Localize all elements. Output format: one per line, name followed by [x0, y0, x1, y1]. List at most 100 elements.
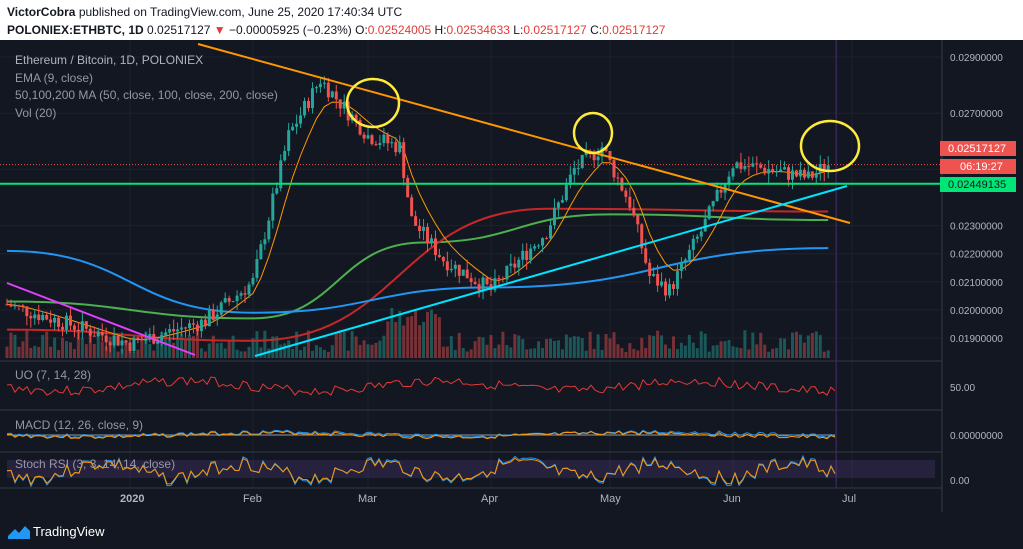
- ma-line-100: [6, 207, 829, 342]
- candle-body: [493, 278, 497, 291]
- candle-body: [342, 101, 346, 109]
- macd-signal-line: [6, 430, 836, 440]
- legend-title[interactable]: Ethereum / Bitcoin, 1D, POLONIEX: [15, 53, 203, 67]
- candle-body: [628, 196, 632, 208]
- volume-bar: [223, 348, 227, 358]
- candle-body: [699, 231, 703, 237]
- candle-body: [489, 284, 493, 291]
- candle-body: [61, 326, 65, 330]
- volume-bar: [53, 337, 57, 358]
- volume-bars: [5, 307, 830, 358]
- legend-vol[interactable]: Vol (20): [15, 106, 56, 120]
- volume-bar: [247, 346, 251, 358]
- legend-ema[interactable]: EMA (9, close): [15, 71, 93, 85]
- volume-bar: [418, 325, 422, 358]
- low-value: 0.02517127: [523, 23, 587, 37]
- volume-bar: [370, 344, 374, 358]
- candle-body: [295, 123, 299, 127]
- candle-body: [465, 269, 469, 279]
- ma-line-50: [6, 213, 829, 320]
- candle-body: [124, 340, 128, 343]
- candle-body: [68, 315, 72, 326]
- volume-bar: [695, 348, 699, 358]
- candle-body: [790, 170, 794, 180]
- volume-bar: [656, 330, 660, 358]
- volume-bar: [307, 330, 311, 358]
- price-tick-label: 0.02100000: [950, 278, 1003, 289]
- candle-body: [517, 259, 521, 268]
- candle-body: [176, 329, 180, 332]
- volume-bar: [180, 333, 184, 358]
- candle-body: [5, 304, 9, 306]
- volume-bar: [37, 346, 41, 358]
- volume-bar: [711, 345, 715, 358]
- price-axis[interactable]: [942, 40, 1023, 512]
- volume-bar: [751, 332, 755, 358]
- stoch-label[interactable]: Stoch RSI (3, 3, 14, 14, close): [15, 457, 175, 471]
- candle-body: [184, 327, 188, 329]
- candle-body: [497, 278, 501, 280]
- candle-body: [612, 160, 616, 178]
- candle-body: [291, 126, 295, 131]
- volume-bar: [648, 335, 652, 358]
- author-name[interactable]: VictorCobra: [7, 5, 76, 19]
- candle-body: [541, 238, 545, 246]
- candle-body: [529, 248, 533, 260]
- candle-body: [775, 171, 779, 173]
- volume-bar: [13, 334, 17, 358]
- legend-ma[interactable]: 50,100,200 MA (50, close, 100, close, 20…: [15, 88, 278, 102]
- candle-body: [112, 335, 116, 346]
- indicator-tick-label: 50.00: [950, 383, 975, 394]
- volume-bar: [227, 340, 231, 358]
- candle-body: [691, 238, 695, 250]
- uo-line: [6, 376, 836, 396]
- time-tick-label: Feb: [243, 493, 262, 505]
- candle-body: [822, 163, 826, 172]
- volume-bar: [152, 350, 156, 358]
- candle-body: [53, 317, 57, 323]
- volume-bar: [76, 330, 80, 358]
- candle-body: [80, 321, 84, 331]
- volume-bar: [783, 338, 787, 358]
- candle-body: [683, 259, 687, 263]
- macd-label[interactable]: MACD (12, 26, close, 9): [15, 418, 143, 432]
- volume-bar: [636, 350, 640, 358]
- volume-bar: [604, 334, 608, 358]
- candle-body: [798, 169, 802, 177]
- volume-bar: [687, 334, 691, 358]
- volume-bar: [473, 341, 477, 358]
- volume-bar: [675, 349, 679, 358]
- candle-body: [715, 189, 719, 202]
- volume-bar: [489, 335, 493, 358]
- candle-body: [505, 265, 509, 280]
- candle-body: [76, 329, 80, 331]
- footer-brand[interactable]: TradingView: [33, 524, 105, 539]
- volume-bar: [588, 331, 592, 358]
- candle-body: [568, 174, 572, 185]
- volume-bar: [548, 338, 552, 358]
- candle-body: [72, 325, 76, 330]
- volume-bar: [322, 349, 326, 358]
- volume-bar: [330, 345, 334, 358]
- candle-body: [644, 248, 648, 263]
- candle-body: [461, 269, 465, 276]
- volume-bar: [620, 348, 624, 358]
- volume-bar: [17, 346, 21, 358]
- candle-body: [259, 244, 263, 260]
- price-tick-label: 0.02000000: [950, 306, 1003, 317]
- volume-bar: [303, 346, 307, 358]
- candle-body: [45, 314, 49, 320]
- uo-label[interactable]: UO (7, 14, 28): [15, 368, 91, 382]
- volume-bar: [346, 350, 350, 358]
- candle-body: [247, 284, 251, 295]
- chart-area[interactable]: 0.029000000.027000000.025000000.02300000…: [0, 40, 1023, 512]
- volume-bar: [84, 344, 88, 358]
- volume-bar: [374, 342, 378, 358]
- volume-bar: [207, 343, 211, 358]
- high-label: H:: [434, 23, 447, 37]
- last-price-tag-text: 0.02517127: [948, 143, 1006, 155]
- candle-body: [267, 220, 271, 240]
- volume-bar: [584, 350, 588, 358]
- volume-bar: [318, 347, 322, 358]
- candle-body: [521, 250, 525, 260]
